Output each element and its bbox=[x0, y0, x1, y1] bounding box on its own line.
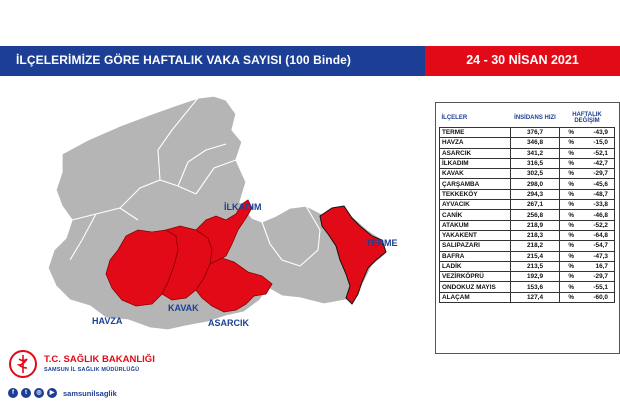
title-banner-blue: İLÇELERİMİZE GÖRE HAFTALIK VAKA SAYISI (… bbox=[0, 46, 425, 76]
youtube-icon[interactable]: ▶ bbox=[47, 388, 57, 398]
table-row: ATAKUM 218,9% -52,2 bbox=[439, 219, 615, 231]
percent-sign: % bbox=[559, 291, 576, 304]
samsun-map-svg bbox=[47, 95, 387, 331]
table-row: TEKKEKÖY 294,3% -48,7 bbox=[439, 188, 615, 201]
table-row: ALAÇAM 127,4% -60,0 bbox=[439, 291, 615, 304]
map-label-kavak: KAVAK bbox=[168, 303, 199, 313]
page-title: İLÇELERİMİZE GÖRE HAFTALIK VAKA SAYISI (… bbox=[16, 53, 352, 67]
ministry-emblem-icon bbox=[9, 350, 37, 378]
map-label-havza: HAVZA bbox=[92, 316, 123, 326]
district-map: İLKADIM TERME HAVZA KAVAK ASARCIK bbox=[0, 90, 430, 360]
social-handle[interactable]: samsunilsaglik bbox=[63, 388, 117, 398]
org-subtitle: SAMSUN İL SAĞLIK MÜDÜRLÜĞÜ bbox=[44, 367, 140, 373]
date-range: 24 - 30 NİSAN 2021 bbox=[466, 53, 579, 67]
social-links: f t ◎ ▶ samsunilsaglik bbox=[8, 388, 117, 398]
weekly-change: -60,0 bbox=[576, 291, 615, 304]
instagram-icon[interactable]: ◎ bbox=[34, 388, 44, 398]
table-row: ASARCIK 341,2% -52,1 bbox=[439, 147, 615, 159]
district-asarcik bbox=[195, 257, 273, 313]
twitter-icon[interactable]: t bbox=[21, 388, 31, 398]
map-label-ilkadim: İLKADIM bbox=[224, 202, 262, 212]
org-title: T.C. SAĞLIK BAKANLIĞI bbox=[44, 354, 155, 365]
incidence-value: 127,4 bbox=[510, 291, 560, 304]
date-banner-red: 24 - 30 NİSAN 2021 bbox=[425, 46, 620, 76]
top-whitespace bbox=[0, 0, 620, 46]
district-terme bbox=[319, 205, 387, 305]
table-frame bbox=[435, 102, 620, 354]
ministry-logo bbox=[8, 349, 38, 379]
district-ilkadim bbox=[195, 199, 253, 265]
incidence-table-panel: İLÇELER İNSİDANS HIZI HAFTALIK DEĞİŞİM T… bbox=[435, 102, 620, 354]
table-row: ONDOKUZ MAYIS 153,6% -55,1 bbox=[439, 281, 615, 293]
map-label-terme: TERME bbox=[366, 238, 398, 248]
map-label-asarcik: ASARCIK bbox=[208, 318, 250, 328]
title-banner: İLÇELERİMİZE GÖRE HAFTALIK VAKA SAYISI (… bbox=[0, 46, 620, 76]
facebook-icon[interactable]: f bbox=[8, 388, 18, 398]
district-borders bbox=[69, 97, 321, 267]
table-body: TERME 376,7% -43,9 HAVZA 346,8% -15,0 ASARCIK 3… bbox=[439, 126, 615, 304]
incidence-table: İLÇELER İNSİDANS HIZI HAFTALIK DEĞİŞİM T… bbox=[439, 110, 615, 304]
table-row: KAVAK 302,5% -29,7 bbox=[439, 168, 615, 180]
